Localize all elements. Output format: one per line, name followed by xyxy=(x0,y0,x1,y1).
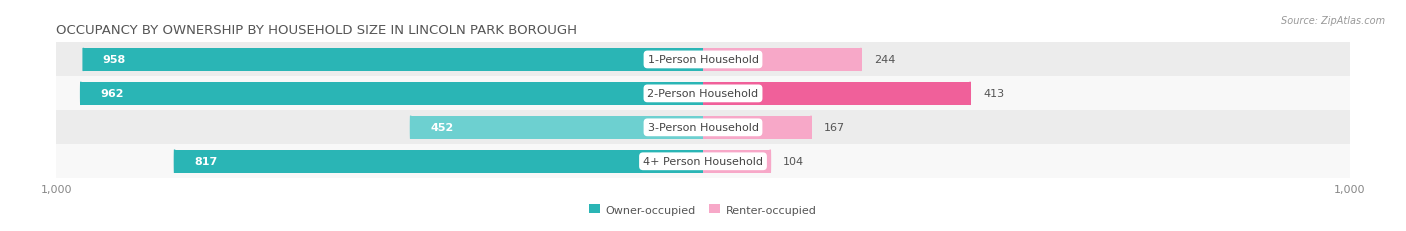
Text: 958: 958 xyxy=(103,55,127,65)
Text: 962: 962 xyxy=(100,89,124,99)
Bar xyxy=(174,150,703,173)
Bar xyxy=(56,77,1350,111)
Bar xyxy=(80,82,703,106)
Bar xyxy=(83,49,703,72)
Bar xyxy=(703,82,970,106)
Text: 2-Person Household: 2-Person Household xyxy=(647,89,759,99)
Text: Source: ZipAtlas.com: Source: ZipAtlas.com xyxy=(1281,16,1385,26)
Text: 413: 413 xyxy=(983,89,1004,99)
Text: 4+ Person Household: 4+ Person Household xyxy=(643,157,763,167)
Text: 3-Person Household: 3-Person Household xyxy=(648,123,758,133)
Bar xyxy=(411,116,703,139)
Text: 104: 104 xyxy=(783,157,804,167)
Bar xyxy=(703,116,811,139)
Text: OCCUPANCY BY OWNERSHIP BY HOUSEHOLD SIZE IN LINCOLN PARK BOROUGH: OCCUPANCY BY OWNERSHIP BY HOUSEHOLD SIZE… xyxy=(56,24,578,36)
Bar xyxy=(703,49,860,72)
Bar xyxy=(703,150,770,173)
Text: 244: 244 xyxy=(873,55,896,65)
Bar xyxy=(56,111,1350,145)
Bar xyxy=(56,43,1350,77)
Legend: Owner-occupied, Renter-occupied: Owner-occupied, Renter-occupied xyxy=(585,200,821,219)
Text: 1-Person Household: 1-Person Household xyxy=(648,55,758,65)
Text: 167: 167 xyxy=(824,123,845,133)
Bar xyxy=(56,145,1350,179)
Text: 452: 452 xyxy=(430,123,453,133)
Text: 817: 817 xyxy=(194,157,218,167)
